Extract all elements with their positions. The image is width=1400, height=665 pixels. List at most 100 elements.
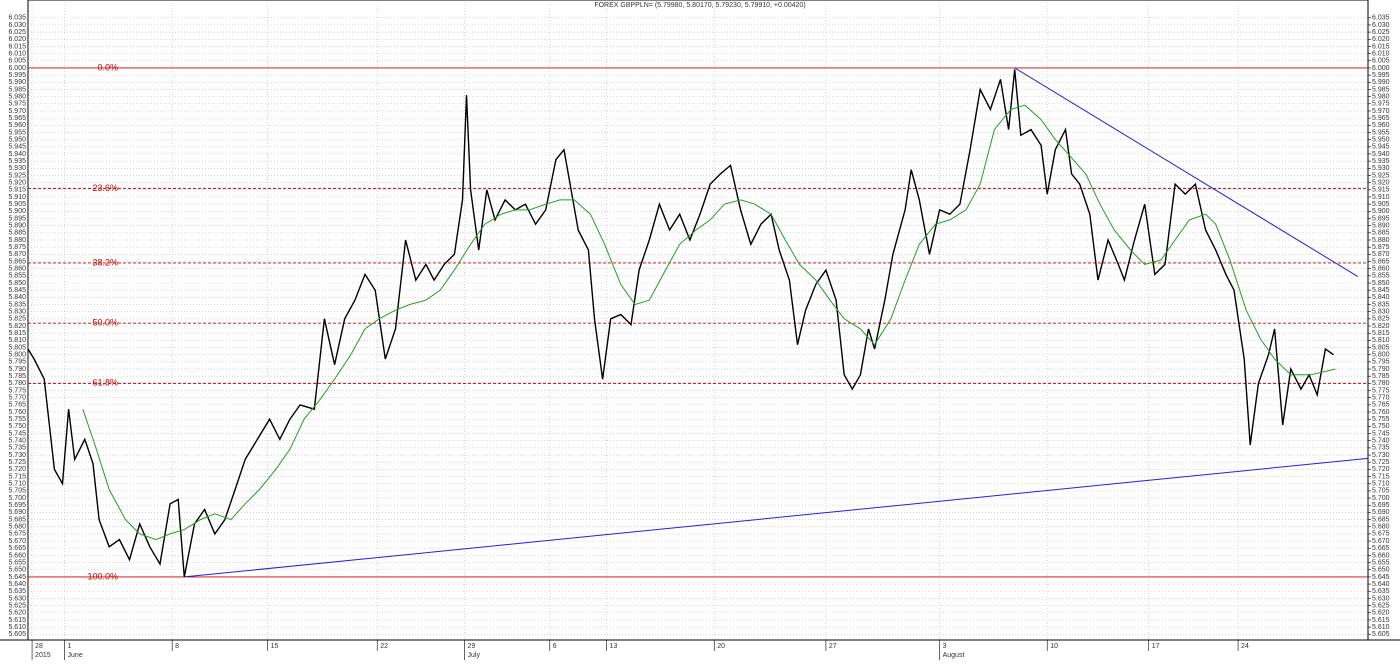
y-tick-label: 5.610 xyxy=(1372,624,1390,631)
y-tick-label: 6.010 xyxy=(8,50,26,57)
y-tick-label: 5.835 xyxy=(1372,301,1390,308)
y-tick-label: 5.920 xyxy=(8,179,26,186)
y-tick-label: 5.855 xyxy=(8,273,26,280)
y-tick-label: 5.790 xyxy=(8,366,26,373)
y-tick-label: 5.725 xyxy=(8,459,26,466)
chart-title: FOREX GBPPLN= (5.79980, 5.80170, 5.79230… xyxy=(594,2,805,9)
y-tick-label: 5.810 xyxy=(1372,337,1390,344)
x-tick-label: 24 xyxy=(1241,643,1249,650)
y-tick-label: 5.845 xyxy=(1372,287,1390,294)
y-tick-label: 6.010 xyxy=(1372,50,1390,57)
y-tick-label: 5.710 xyxy=(8,481,26,488)
y-tick-label: 5.985 xyxy=(8,86,26,93)
month-label: July xyxy=(468,652,481,659)
y-tick-label: 5.670 xyxy=(1372,538,1390,545)
y-tick-label: 5.965 xyxy=(8,115,26,122)
y-tick-label: 5.780 xyxy=(8,380,26,387)
y-tick-label: 5.870 xyxy=(1372,251,1390,258)
y-tick-label: 5.685 xyxy=(8,516,26,523)
y-tick-label: 6.025 xyxy=(1372,29,1390,36)
y-tick-label: 5.635 xyxy=(1372,588,1390,595)
y-tick-label: 5.885 xyxy=(1372,230,1390,237)
y-tick-label: 5.645 xyxy=(1372,574,1390,581)
x-tick-label: 20 xyxy=(717,643,725,650)
y-tick-label: 5.830 xyxy=(1372,309,1390,316)
y-tick-label: 6.030 xyxy=(8,22,26,29)
y-tick-label: 5.630 xyxy=(8,595,26,602)
y-tick-label: 5.805 xyxy=(8,344,26,351)
x-tick-label: 22 xyxy=(380,643,388,650)
fib-label: 61.8% xyxy=(92,378,118,388)
y-tick-label: 5.775 xyxy=(1372,387,1390,394)
y-tick-label: 6.035 xyxy=(1372,15,1390,22)
y-tick-label: 5.695 xyxy=(1372,502,1390,509)
y-tick-label: 5.700 xyxy=(8,495,26,502)
x-tick-label: 6 xyxy=(553,643,557,650)
y-tick-label: 5.910 xyxy=(8,194,26,201)
y-tick-label: 5.860 xyxy=(1372,266,1390,273)
y-tick-label: 5.950 xyxy=(8,136,26,143)
y-tick-label: 5.630 xyxy=(1372,595,1390,602)
y-tick-label: 5.825 xyxy=(8,316,26,323)
y-tick-label: 5.620 xyxy=(1372,610,1390,617)
y-tick-label: 5.685 xyxy=(1372,516,1390,523)
y-tick-label: 5.870 xyxy=(8,251,26,258)
y-tick-label: 5.975 xyxy=(8,101,26,108)
y-tick-label: 5.680 xyxy=(8,524,26,531)
trend-line xyxy=(184,457,1369,578)
y-tick-label: 5.825 xyxy=(1372,316,1390,323)
y-tick-label: 5.705 xyxy=(8,488,26,495)
x-tick-label: 17 xyxy=(1152,643,1160,650)
trend-line xyxy=(1014,67,1359,277)
y-tick-label: 5.965 xyxy=(1372,115,1390,122)
y-tick-label: 5.675 xyxy=(1372,531,1390,538)
y-tick-label: 5.970 xyxy=(8,108,26,115)
y-tick-label: 5.750 xyxy=(1372,423,1390,430)
y-tick-label: 5.660 xyxy=(8,552,26,559)
y-tick-label: 5.635 xyxy=(8,588,26,595)
y-tick-label: 5.945 xyxy=(8,144,26,151)
y-tick-label: 5.660 xyxy=(1372,552,1390,559)
x-tick-label: 13 xyxy=(610,643,618,650)
y-tick-label: 6.005 xyxy=(1372,58,1390,65)
moving-average xyxy=(82,104,1336,541)
y-tick-label: 6.020 xyxy=(1372,36,1390,43)
y-tick-label: 5.930 xyxy=(1372,165,1390,172)
y-tick-label: 5.755 xyxy=(1372,416,1390,423)
y-tick-label: 5.875 xyxy=(8,244,26,251)
y-tick-label: 5.940 xyxy=(8,151,26,158)
y-tick-label: 5.740 xyxy=(1372,438,1390,445)
y-tick-label: 6.020 xyxy=(8,36,26,43)
y-tick-label: 5.935 xyxy=(8,158,26,165)
x-tick-label: 29 xyxy=(468,643,476,650)
y-tick-label: 5.625 xyxy=(8,602,26,609)
fib-label: 23.6% xyxy=(92,183,118,193)
y-tick-label: 5.970 xyxy=(1372,108,1390,115)
y-tick-label: 5.750 xyxy=(8,423,26,430)
y-tick-label: 6.025 xyxy=(8,29,26,36)
y-tick-label: 5.875 xyxy=(1372,244,1390,251)
y-tick-label: 5.760 xyxy=(1372,409,1390,416)
y-tick-label: 5.855 xyxy=(1372,273,1390,280)
y-tick-label: 5.895 xyxy=(1372,215,1390,222)
y-tick-label: 5.695 xyxy=(8,502,26,509)
y-tick-label: 5.715 xyxy=(8,473,26,480)
x-tick-label: 8 xyxy=(175,643,179,650)
y-tick-label: 5.705 xyxy=(1372,488,1390,495)
y-tick-label: 5.985 xyxy=(1372,86,1390,93)
x-tick-label: 28 xyxy=(35,643,43,650)
y-tick-label: 5.665 xyxy=(8,545,26,552)
y-tick-label: 5.915 xyxy=(8,187,26,194)
y-tick-label: 5.925 xyxy=(1372,172,1390,179)
month-label: August xyxy=(943,652,965,659)
y-tick-label: 5.995 xyxy=(1372,72,1390,79)
y-tick-label: 5.785 xyxy=(1372,373,1390,380)
y-tick-label: 5.790 xyxy=(1372,366,1390,373)
y-tick-label: 5.815 xyxy=(1372,330,1390,337)
y-tick-label: 5.960 xyxy=(1372,122,1390,129)
y-tick-label: 5.960 xyxy=(8,122,26,129)
y-tick-label: 5.745 xyxy=(1372,430,1390,437)
y-tick-label: 5.955 xyxy=(8,129,26,136)
